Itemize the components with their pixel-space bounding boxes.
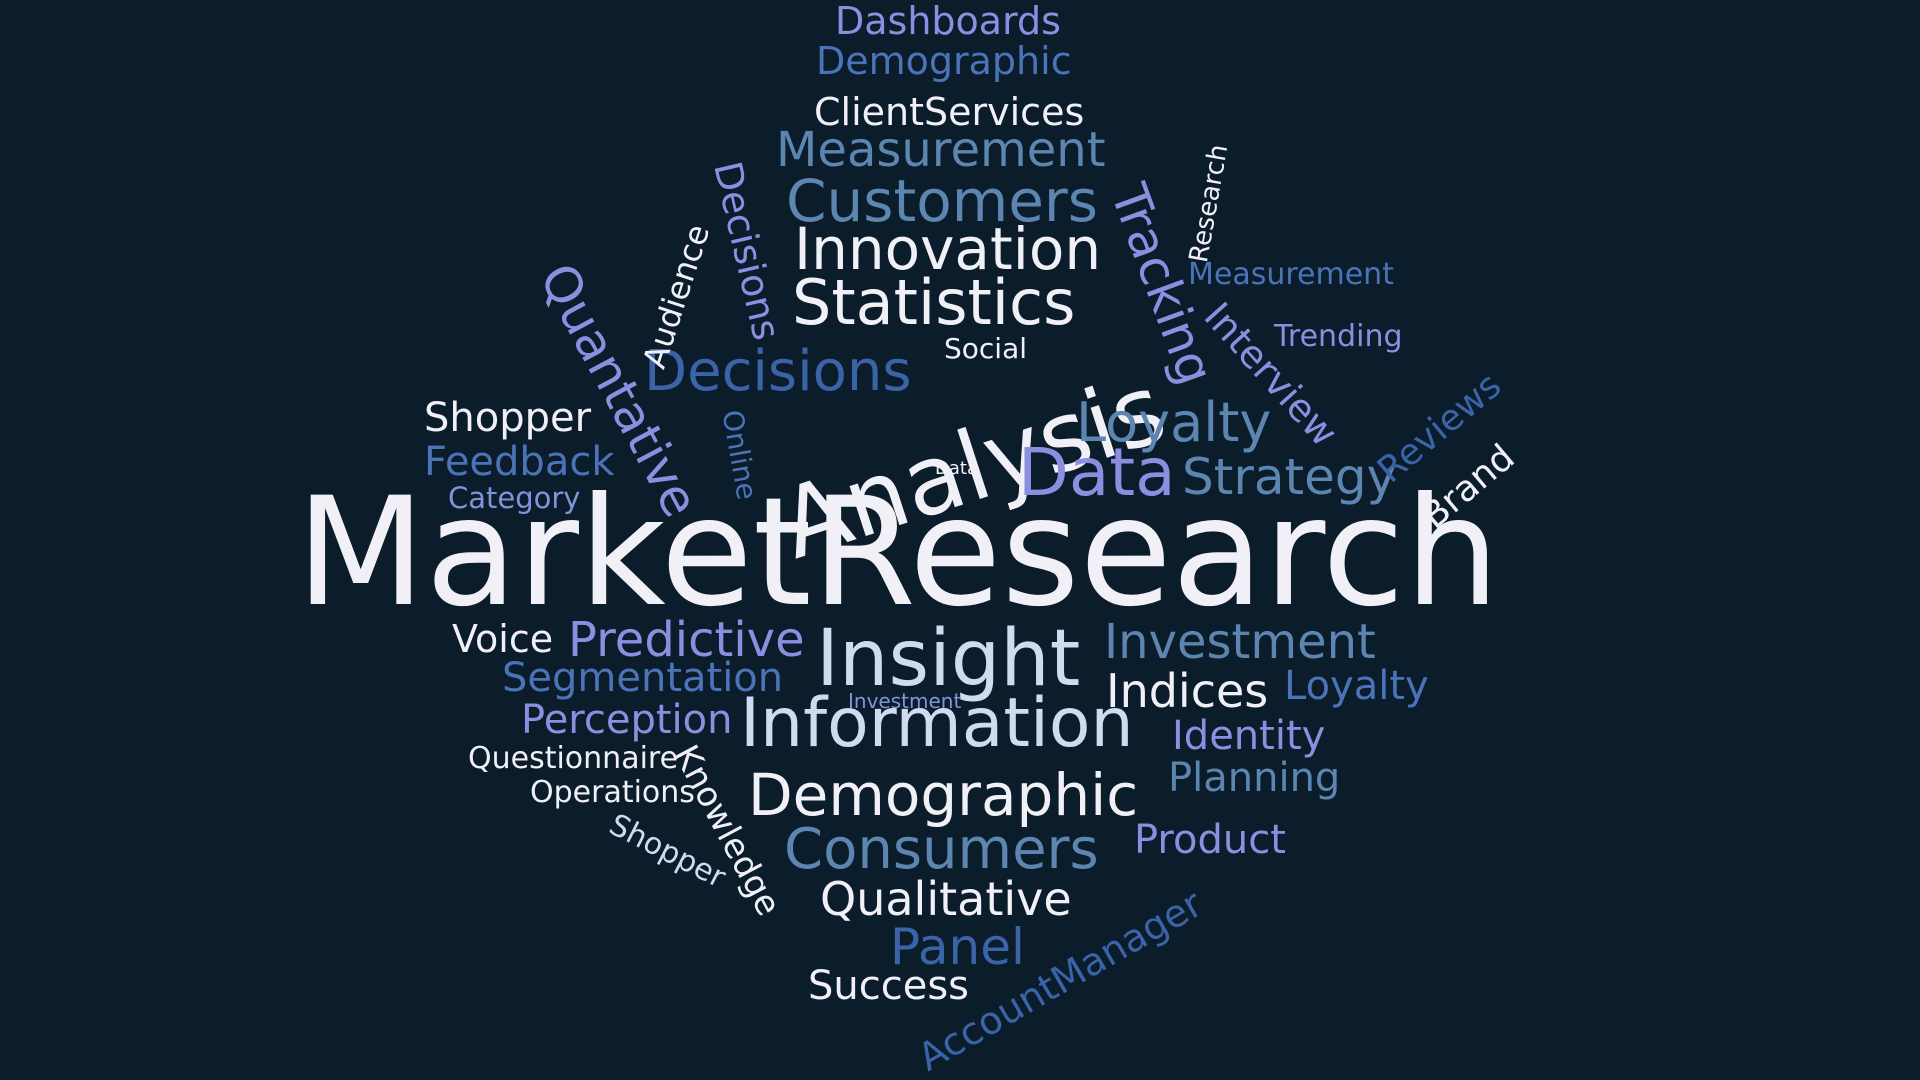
word-measurement: Measurement [776,122,1106,178]
word-success: Success [808,963,970,1009]
word-decisions-vertical: Decisions [705,157,789,345]
word-decisions: Decisions [644,339,912,404]
word-loyalty: Loyalty [1076,391,1272,454]
word-operations: Operations [530,775,695,810]
word-predictive: Predictive [568,612,805,668]
word-consumers: Consumers [784,817,1099,882]
word-qualitative: Qualitative [820,872,1072,926]
word-category: Category [448,481,581,515]
word-demographic: Demographic [748,761,1139,829]
word-perception: Perception [521,697,733,743]
word-demographic-top: Demographic [816,39,1072,83]
word-feedback: Feedback [424,439,615,485]
word-marketresearch: MarketResearch [296,466,1500,640]
word-panel: Panel [890,918,1025,976]
word-strategy: Strategy [1182,448,1397,506]
word-innovation: Innovation [794,215,1102,283]
word-investment-small: Investment [848,689,962,713]
word-identity: Identity [1172,713,1326,759]
word-investment: Investment [1104,614,1376,670]
word-voice: Voice [452,617,554,661]
word-statistics: Statistics [792,266,1076,339]
word-information: Information [740,684,1134,763]
word-questionnaire: Questionnaire [468,741,679,776]
word-planning: Planning [1168,755,1341,801]
word-shopper: Shopper [424,395,592,441]
word-dashboards: Dashboards [835,0,1061,43]
word-data: Data [1018,434,1176,511]
word-data-small: Data [935,458,978,479]
word-social: Social [944,332,1028,365]
word-segmentation: Segmentation [502,655,784,701]
word-measurement-small: Measurement [1188,257,1394,292]
word-indices: Indices [1106,664,1269,718]
word-product: Product [1134,817,1286,863]
word-research: Research [1184,142,1235,265]
word-loyalty-small: Loyalty [1284,663,1429,709]
word-trending: Trending [1274,319,1403,354]
word-clientservices: ClientServices [814,90,1085,134]
word-insight: Insight [816,614,1081,704]
word-customers: Customers [786,167,1098,235]
